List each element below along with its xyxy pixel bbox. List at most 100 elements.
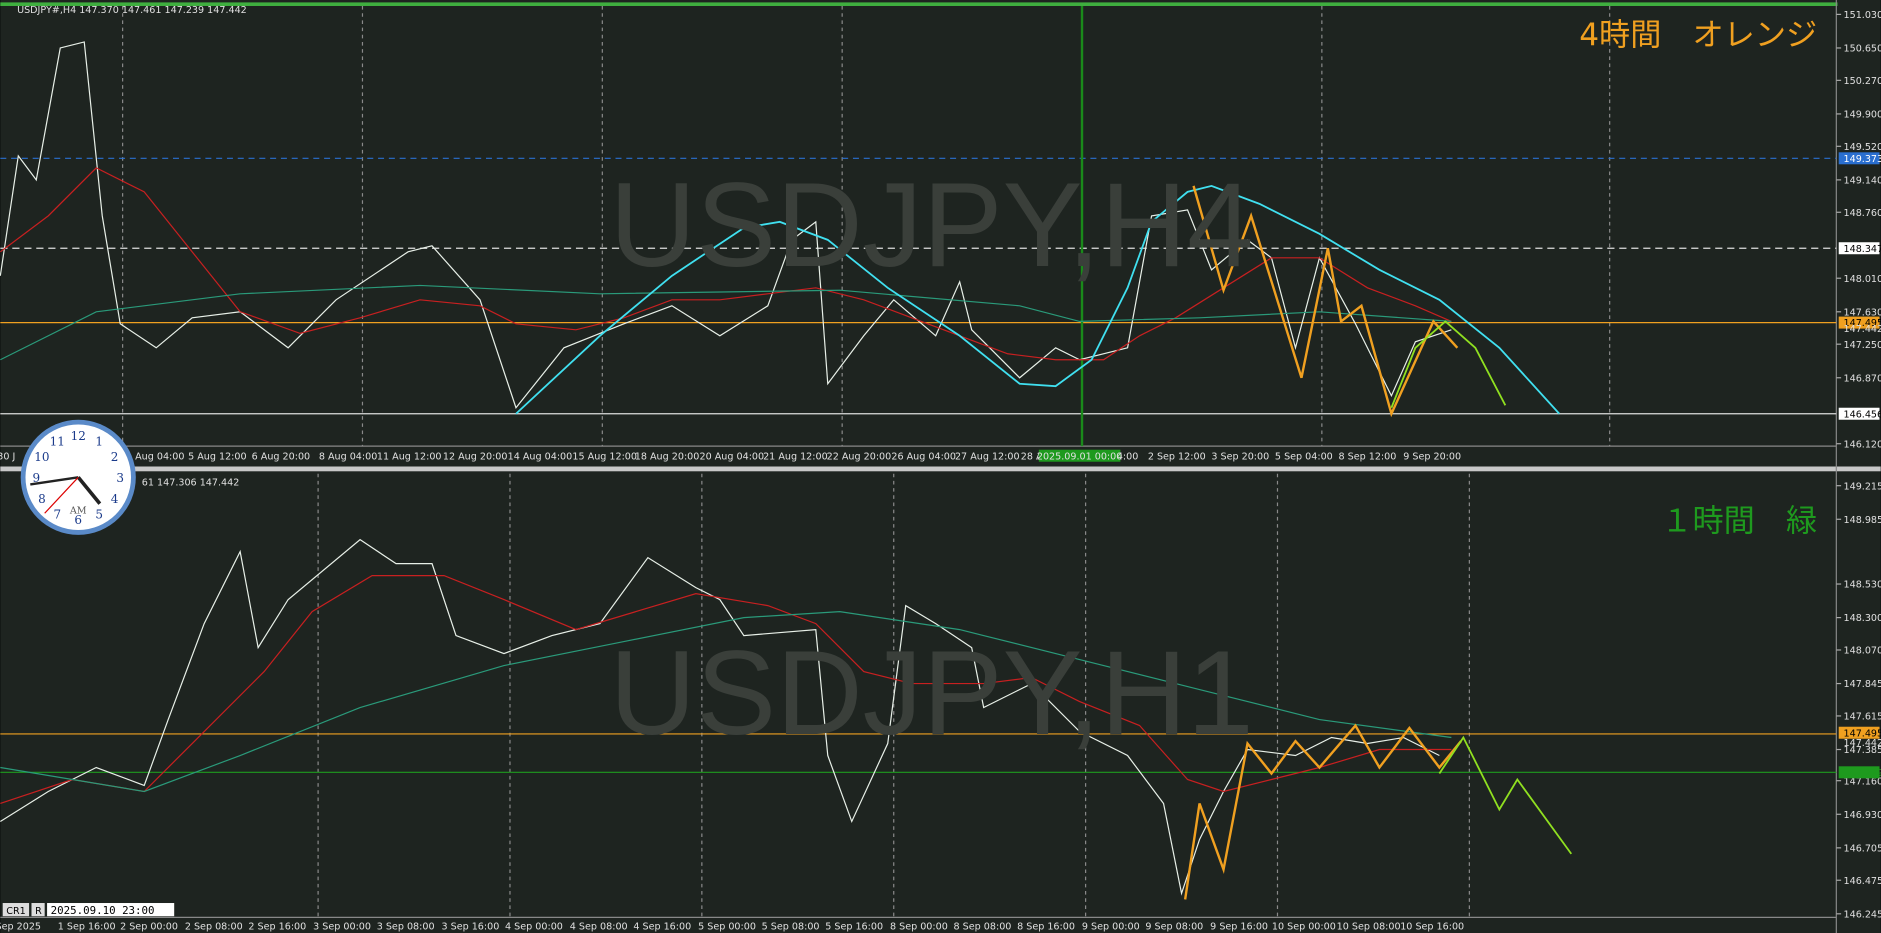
tab[interactable] xyxy=(31,903,45,917)
time-label: 2 Sep 12:00 xyxy=(1148,451,1206,462)
time-label: 27 Aug 12:00 xyxy=(955,451,1020,462)
price-tick-label: 148.070 xyxy=(1844,646,1881,657)
time-label: 11 Aug 12:00 xyxy=(377,451,442,462)
price-tick-label: 146.475 xyxy=(1844,876,1881,887)
time-label: 5 Sep 16:00 xyxy=(825,921,883,932)
time-label: 4 Sep 08:00 xyxy=(570,921,628,932)
price-tick-label: 149.215 xyxy=(1844,481,1881,492)
price-tick-label: 146.705 xyxy=(1844,843,1881,854)
time-label: 9 Sep 16:00 xyxy=(1210,921,1268,932)
time-label: 14 Aug 04:00 xyxy=(508,451,573,462)
price-tick-label: 150.650 xyxy=(1844,44,1881,55)
note: １時間 緑 xyxy=(1661,503,1817,539)
hour-hand xyxy=(76,476,102,505)
minute-hand xyxy=(30,476,79,486)
price-tick-label: 149.900 xyxy=(1844,110,1881,121)
price-tick-label: 148.530 xyxy=(1844,580,1881,591)
time-label: 8 Sep 08:00 xyxy=(954,921,1012,932)
time-label: 3 Sep 16:00 xyxy=(441,921,499,932)
time-highlight xyxy=(1038,449,1121,462)
time-label: 10 Sep 08:00 xyxy=(1337,921,1401,932)
time-label: 21 Aug 12:00 xyxy=(763,451,828,462)
zigzag-orange xyxy=(1183,723,1462,900)
time-label: 8 Aug 04:00 xyxy=(319,451,378,462)
price-marker xyxy=(1838,316,1880,329)
time-label: 4 Sep 16:00 xyxy=(633,921,691,932)
meridiem: AM xyxy=(69,505,87,516)
panel-divider xyxy=(0,466,1881,472)
price-marker xyxy=(1838,766,1880,779)
price-marker-label: 147.229 xyxy=(1844,768,1881,779)
price-tick-label: 151.030 xyxy=(1844,10,1881,21)
price-marker-label: 146.456 xyxy=(1844,409,1881,420)
clock-numeral: 7 xyxy=(53,507,61,521)
time-label: 9 Sep 00:00 xyxy=(1082,921,1140,932)
tab-label[interactable]: R xyxy=(35,906,42,917)
clock-numeral: 10 xyxy=(34,450,49,464)
price-tick-label: 146.870 xyxy=(1844,373,1881,384)
time-label: 18 Aug 20:00 xyxy=(635,451,700,462)
watermark: USDJPY,H4 xyxy=(610,158,1254,292)
time-label: 8 Sep 12:00 xyxy=(1339,451,1397,462)
clock-numeral: 6 xyxy=(74,513,82,527)
tab[interactable] xyxy=(2,903,30,917)
note: 4時間 オレンジ xyxy=(1579,18,1817,54)
time-label: 28 A xyxy=(1021,451,1043,462)
time-label: 9 Sep 08:00 xyxy=(1145,921,1203,932)
price-tick-label: 150.270 xyxy=(1844,76,1881,87)
tab-label[interactable]: CR1 xyxy=(6,906,25,917)
time-label: 5 Sep 08:00 xyxy=(762,921,820,932)
status-time: 2025.09.10 23:00 xyxy=(51,904,155,917)
time-label: 9 Sep 20:00 xyxy=(1403,451,1461,462)
cyan-curve xyxy=(515,184,1560,415)
time-label: 12 Aug 20:00 xyxy=(443,451,508,462)
time-box xyxy=(47,903,175,917)
time-label: 10 Sep 16:00 xyxy=(1400,921,1464,932)
price-tick-label: 148.760 xyxy=(1844,208,1881,219)
time-label: 8 Sep 00:00 xyxy=(890,921,948,932)
price-tick-label: 146.930 xyxy=(1844,810,1881,821)
time-label: 26 Aug 04:00 xyxy=(891,451,956,462)
price-marker-label: 147.442 xyxy=(1844,738,1881,749)
price-marker-label: 148.347 xyxy=(1844,244,1881,255)
price-tick-label: 148.010 xyxy=(1844,274,1881,285)
price-tick-label: 148.300 xyxy=(1844,613,1881,624)
price-tick-label: 149.520 xyxy=(1844,142,1881,153)
ma-green xyxy=(0,611,1452,793)
time-label: 2 Sep 16:00 xyxy=(248,921,306,932)
clock-numeral: 1 xyxy=(95,435,103,449)
top-bar xyxy=(0,2,1838,6)
clock-numeral: 8 xyxy=(38,492,46,506)
price-marker-label: 147.495 xyxy=(1844,318,1881,329)
clock-numeral: 5 xyxy=(95,507,103,521)
price-tick-label: 147.845 xyxy=(1844,679,1881,690)
clock-numeral: 4 xyxy=(111,492,119,506)
time-label: 5 Aug 12:00 xyxy=(188,451,247,462)
time-label: 22 Aug 20:00 xyxy=(827,451,892,462)
time-label: 5 Sep 00:00 xyxy=(698,921,756,932)
zigzag-lime xyxy=(1390,320,1507,409)
zigzag-lime xyxy=(1438,735,1573,855)
time-label: 2 Sep 00:00 xyxy=(120,921,178,932)
price-marker xyxy=(1838,152,1880,165)
clock-numeral: 3 xyxy=(116,471,124,485)
time-label: 2025.09.01 00:00 xyxy=(1037,451,1123,462)
time-label: Sep 2025 xyxy=(0,921,41,932)
time-label: 3 Sep 20:00 xyxy=(1211,451,1269,462)
price-marker xyxy=(1838,726,1880,739)
price-tick-label: 148.985 xyxy=(1844,515,1881,526)
price-tick-label: 147.615 xyxy=(1844,712,1881,723)
clock-numeral: 2 xyxy=(111,450,119,464)
price-marker-label: 147.442 xyxy=(1844,324,1881,335)
watermark: USDJPY,H1 xyxy=(610,626,1254,760)
panel-header: USDJPY#,H4 147.370 147.461 147.239 147.4… xyxy=(17,5,247,16)
clock-numeral: 12 xyxy=(71,429,86,443)
price-tick-label: 147.385 xyxy=(1844,745,1881,756)
time-label: 8 Sep 16:00 xyxy=(1017,921,1075,932)
price-marker xyxy=(1838,407,1880,420)
ma-green xyxy=(0,284,1452,361)
